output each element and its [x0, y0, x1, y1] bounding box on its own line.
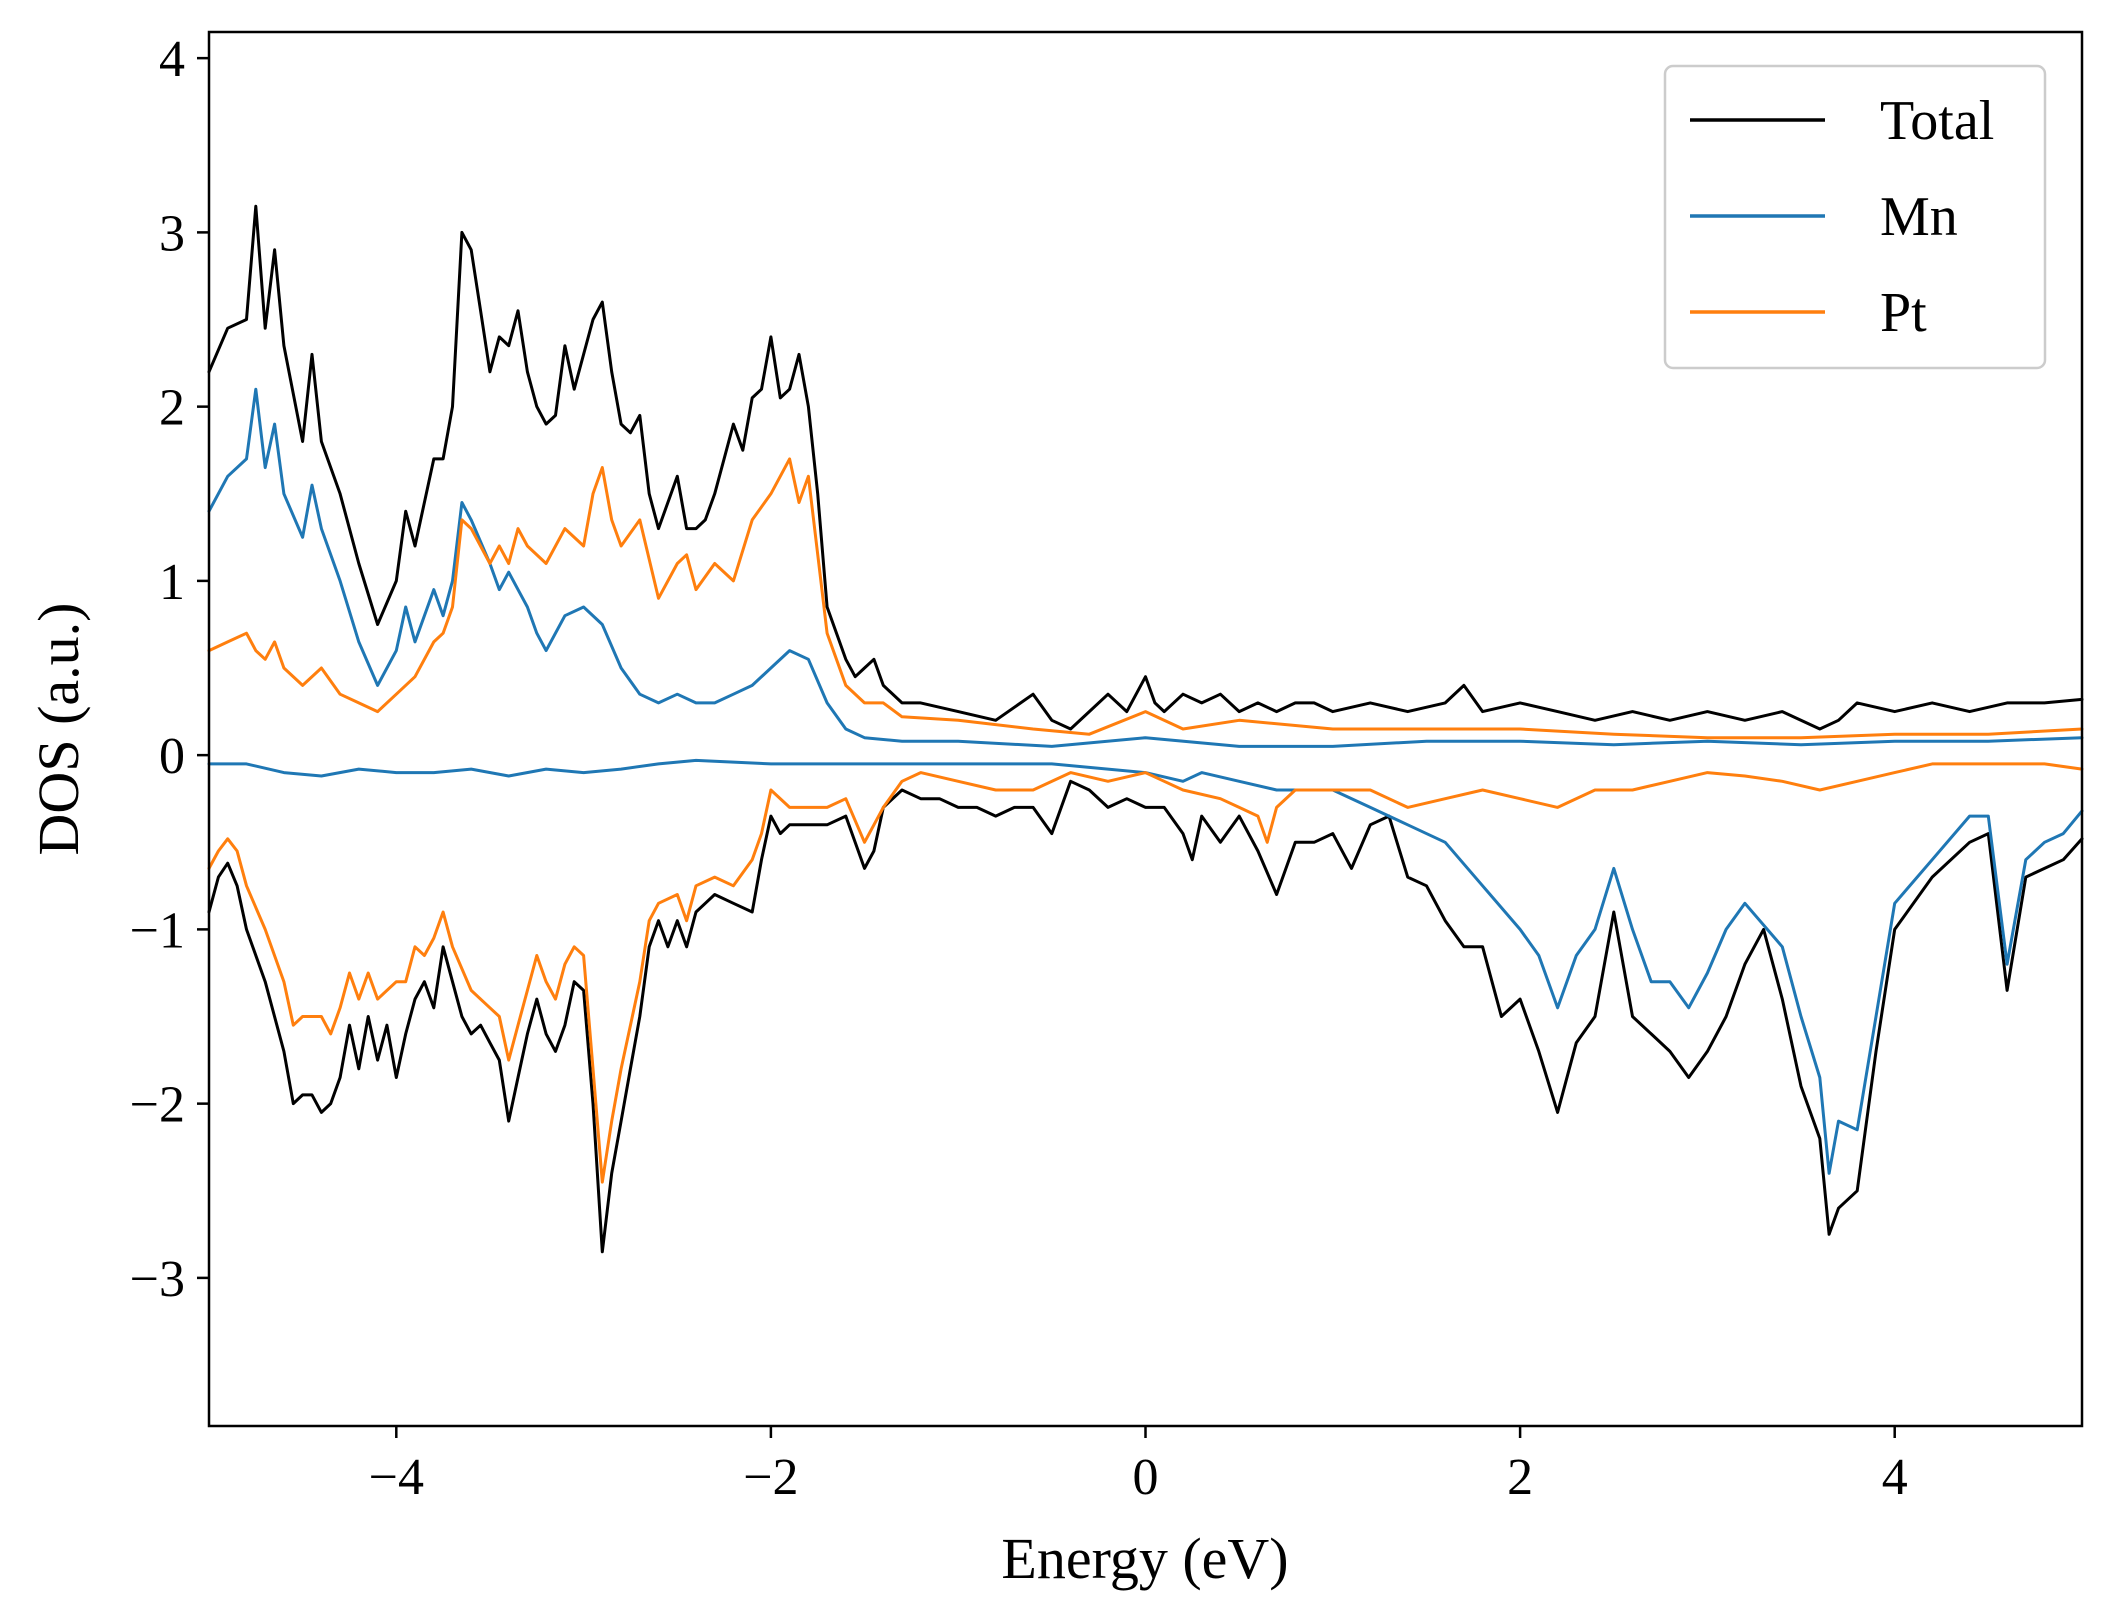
legend-label-mn: Mn [1880, 186, 1958, 248]
x-tick-label: 0 [1133, 1449, 1159, 1506]
y-tick-label: −1 [130, 902, 185, 959]
x-tick-label: 4 [1882, 1449, 1908, 1506]
y-tick-label: −3 [130, 1251, 185, 1308]
y-tick-label: −2 [130, 1077, 185, 1134]
legend: Total Mn Pt [1663, 64, 2047, 370]
x-axis-title: Energy (eV) [1001, 1526, 1288, 1591]
ticks-layer: −4 −2 0 2 4 −3 −2 −1 0 1 2 3 4 [130, 31, 1908, 1506]
y-tick-label: 3 [159, 205, 185, 262]
x-tick-label: −2 [743, 1449, 798, 1506]
legend-box [1663, 64, 2047, 370]
legend-label-pt: Pt [1880, 282, 1927, 344]
x-tick-label: 2 [1507, 1449, 1533, 1506]
y-axis-title: DOS (a.u.) [26, 603, 91, 856]
series-line-pt-spin-down [207, 762, 2084, 1184]
series-line-total-spin-up [207, 204, 2084, 731]
y-tick-label: 1 [159, 554, 185, 611]
series-layer [207, 204, 2084, 1254]
series-line-mn-spin-down [207, 758, 2084, 1175]
y-tick-label: 4 [159, 31, 185, 88]
x-tick-label: −4 [369, 1449, 424, 1506]
y-tick-label: 0 [159, 728, 185, 785]
series-line-mn-spin-up [207, 387, 2084, 748]
y-tick-label: 2 [159, 380, 185, 437]
legend-label-total: Total [1880, 90, 1994, 152]
series-line-pt-spin-up [207, 457, 2084, 740]
